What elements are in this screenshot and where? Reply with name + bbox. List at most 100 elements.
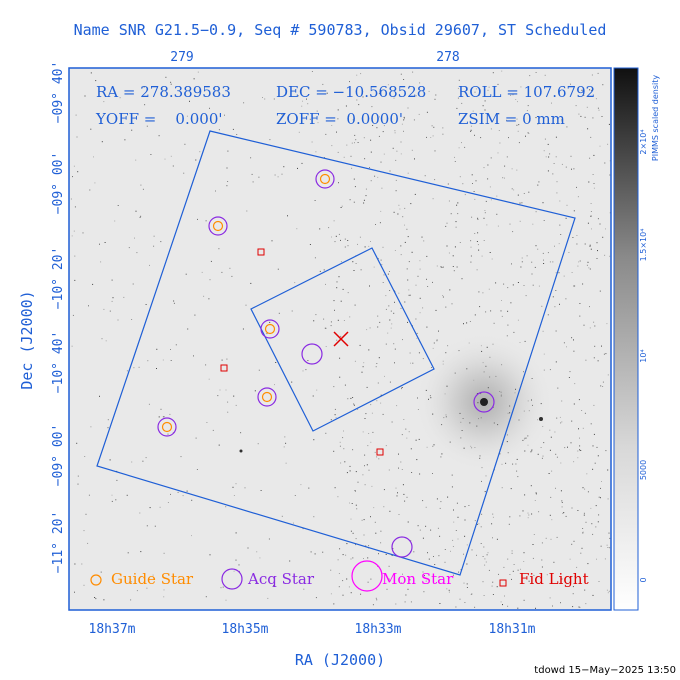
background-star — [221, 359, 223, 361]
background-star — [426, 446, 428, 448]
background-star — [104, 242, 106, 243]
background-star — [455, 226, 457, 228]
background-star — [225, 599, 227, 601]
background-star — [281, 173, 283, 175]
background-star — [585, 603, 587, 605]
background-star — [602, 386, 604, 387]
background-star — [114, 220, 116, 222]
background-star — [430, 137, 432, 138]
background-star — [340, 335, 342, 337]
background-star — [550, 538, 552, 540]
background-star — [442, 295, 444, 296]
background-star — [607, 374, 609, 376]
background-star — [218, 129, 220, 131]
background-star — [378, 135, 380, 137]
background-star — [482, 292, 484, 294]
background-star — [413, 551, 415, 553]
background-star — [244, 487, 246, 489]
background-star — [509, 574, 511, 575]
background-star — [396, 150, 398, 152]
background-star — [111, 279, 113, 281]
background-star — [227, 150, 229, 152]
background-star — [167, 433, 169, 435]
background-star — [136, 252, 138, 254]
background-star — [609, 547, 611, 549]
background-star — [438, 555, 440, 557]
background-star — [250, 157, 252, 159]
background-star — [607, 469, 609, 471]
background-star — [470, 594, 472, 595]
background-star — [483, 371, 485, 373]
top-tick-label: 279 — [170, 50, 193, 65]
background-star — [94, 597, 96, 598]
background-star — [341, 205, 343, 207]
background-star — [376, 456, 378, 458]
background-star — [511, 552, 513, 554]
background-star — [407, 321, 408, 323]
background-star — [322, 551, 324, 553]
background-star — [94, 182, 96, 184]
background-star — [469, 422, 471, 424]
background-star — [556, 536, 558, 538]
background-star — [522, 439, 524, 441]
background-star — [471, 174, 473, 176]
background-star — [500, 393, 502, 395]
background-star — [82, 232, 84, 234]
background-star — [371, 412, 373, 414]
background-star — [500, 391, 502, 393]
background-star — [600, 545, 602, 547]
background-star — [573, 168, 575, 170]
background-star — [385, 573, 386, 575]
background-star — [509, 412, 511, 414]
background-star — [415, 284, 417, 286]
background-star — [266, 333, 268, 335]
background-star — [480, 345, 482, 347]
background-star — [73, 230, 75, 232]
background-star — [352, 397, 354, 398]
background-star — [555, 487, 556, 489]
background-star — [325, 133, 327, 135]
background-star — [245, 304, 247, 306]
background-star — [556, 456, 558, 458]
background-star — [441, 424, 443, 426]
background-star — [561, 500, 563, 502]
background-star — [170, 349, 171, 350]
background-star — [509, 223, 511, 225]
background-star — [531, 399, 532, 401]
background-star — [523, 599, 525, 601]
background-star — [377, 258, 379, 260]
background-star — [580, 450, 582, 451]
background-star — [527, 435, 529, 437]
bright-star — [239, 449, 243, 453]
background-star — [475, 88, 477, 90]
background-star — [363, 199, 365, 201]
background-star — [517, 569, 519, 571]
background-star — [406, 496, 408, 498]
background-star — [484, 558, 486, 560]
background-star — [602, 236, 604, 238]
background-star — [384, 375, 385, 377]
background-star — [370, 139, 372, 141]
background-star — [84, 456, 86, 457]
background-star — [499, 391, 501, 392]
background-star — [564, 447, 566, 449]
background-star — [583, 512, 585, 514]
background-star — [432, 281, 433, 283]
background-star — [337, 151, 339, 153]
background-star — [474, 134, 475, 136]
background-star — [371, 106, 373, 108]
background-star — [533, 574, 535, 576]
background-star — [238, 564, 240, 566]
background-star — [330, 325, 332, 327]
background-star — [392, 548, 394, 550]
background-star — [562, 512, 564, 514]
background-star — [163, 596, 165, 598]
aim-point-marker — [333, 331, 349, 347]
background-star — [364, 454, 366, 456]
background-star — [353, 404, 355, 406]
background-star — [549, 429, 551, 431]
background-star — [458, 79, 460, 81]
background-star — [552, 296, 554, 298]
background-star — [434, 564, 436, 565]
background-star — [603, 353, 605, 355]
